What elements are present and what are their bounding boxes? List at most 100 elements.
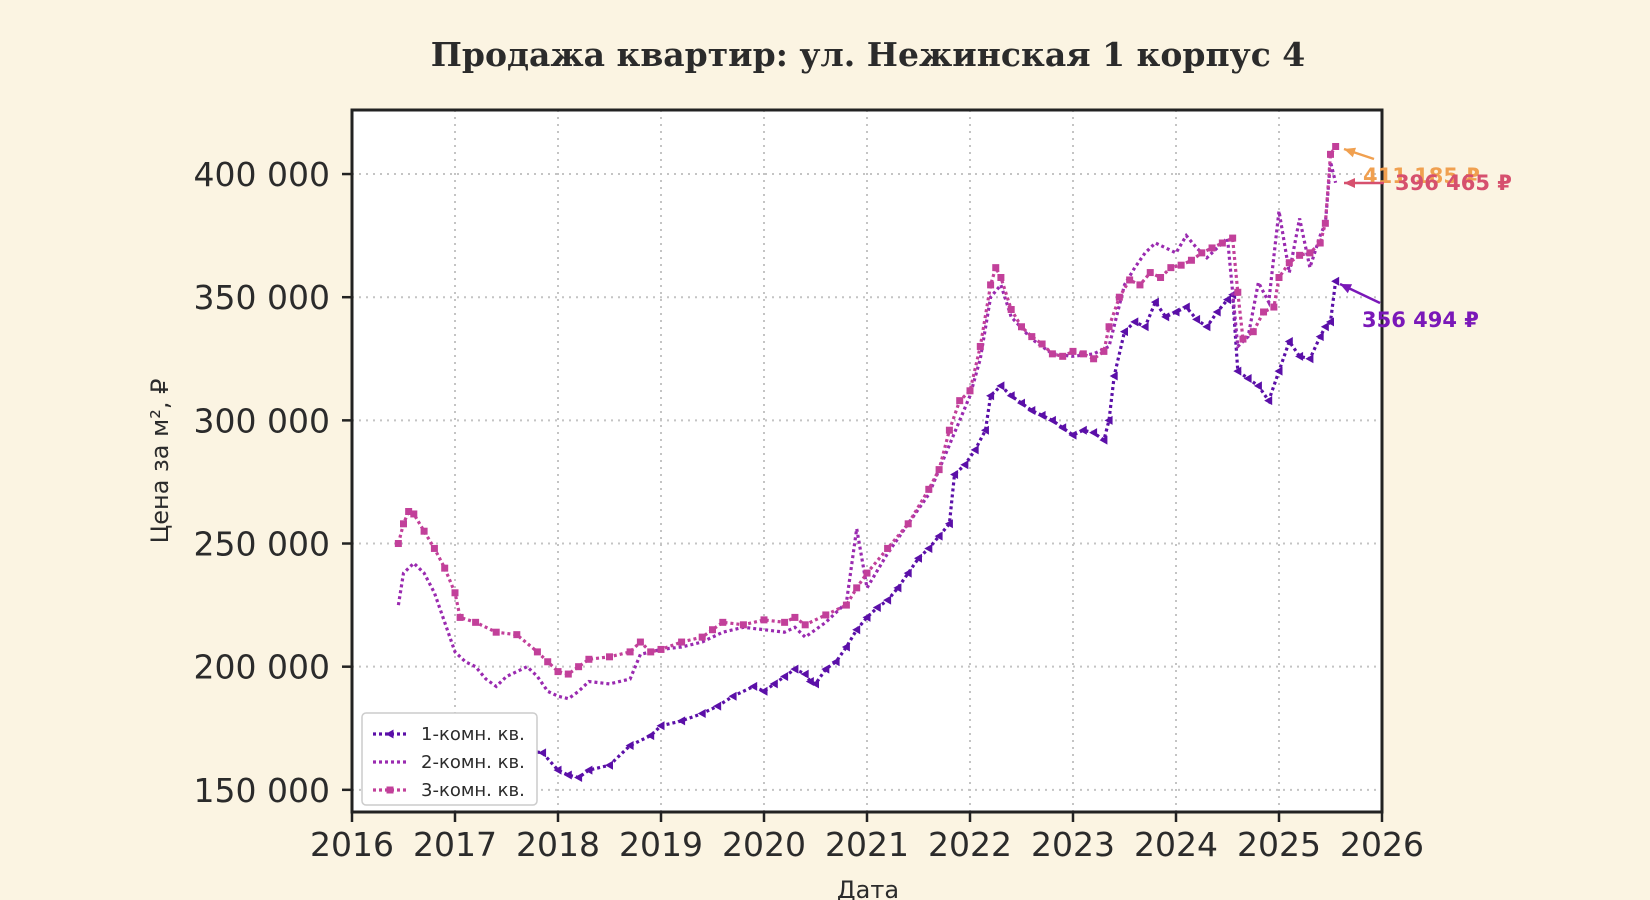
chart-title: Продажа квартир: ул. Нежинская 1 корпус … bbox=[431, 35, 1306, 74]
data-point bbox=[1285, 259, 1293, 267]
data-point bbox=[1136, 281, 1144, 289]
data-point bbox=[1264, 396, 1273, 406]
data-point bbox=[657, 645, 665, 653]
x-tick-label: 2023 bbox=[1031, 825, 1115, 864]
data-point bbox=[997, 273, 1005, 281]
data-point bbox=[1120, 327, 1128, 337]
data-point bbox=[636, 638, 644, 646]
data-point bbox=[1229, 234, 1237, 242]
data-point bbox=[1321, 219, 1329, 227]
data-point bbox=[538, 748, 547, 758]
data-point bbox=[646, 731, 655, 741]
x-tick-label: 2016 bbox=[310, 825, 394, 864]
data-point bbox=[1202, 322, 1211, 332]
data-point bbox=[625, 740, 634, 750]
data-point bbox=[719, 618, 727, 626]
annotation-arrowhead bbox=[1340, 284, 1353, 294]
data-point bbox=[574, 773, 583, 783]
data-point bbox=[451, 589, 459, 597]
data-point bbox=[800, 669, 809, 679]
data-point bbox=[709, 626, 716, 634]
data-point bbox=[544, 658, 552, 666]
data-point bbox=[386, 786, 394, 794]
annotations: 411 185 ₽396 465 ₽356 494 ₽ bbox=[1339, 147, 1512, 332]
data-point bbox=[1192, 314, 1201, 324]
data-point bbox=[1018, 323, 1025, 331]
data-point bbox=[1284, 337, 1293, 347]
data-point bbox=[862, 612, 871, 622]
data-point bbox=[822, 611, 830, 619]
data-point bbox=[883, 595, 892, 605]
data-point bbox=[1223, 295, 1231, 305]
data-point bbox=[781, 618, 789, 626]
data-point bbox=[513, 631, 521, 639]
data-point bbox=[563, 770, 572, 780]
data-point bbox=[976, 342, 984, 350]
data-point bbox=[1006, 391, 1015, 401]
data-point bbox=[1306, 249, 1314, 257]
data-point bbox=[872, 603, 881, 613]
data-point bbox=[1130, 317, 1139, 327]
data-point bbox=[1305, 354, 1314, 364]
data-point bbox=[575, 663, 583, 671]
data-point bbox=[769, 679, 778, 689]
data-point bbox=[821, 664, 830, 674]
data-point bbox=[1198, 249, 1206, 257]
x-axis-label: Дата bbox=[837, 876, 899, 900]
data-point bbox=[533, 648, 541, 656]
data-point bbox=[1078, 425, 1087, 435]
data-point bbox=[394, 540, 402, 548]
data-point bbox=[584, 765, 593, 775]
data-point bbox=[992, 264, 1000, 272]
data-point bbox=[472, 618, 480, 626]
data-point bbox=[1233, 366, 1242, 376]
data-point bbox=[1296, 251, 1304, 259]
data-point bbox=[1177, 261, 1185, 269]
data-point bbox=[1047, 415, 1056, 425]
data-point bbox=[1161, 312, 1170, 322]
data-point bbox=[853, 584, 861, 592]
data-point bbox=[1171, 307, 1180, 317]
legend-item: 2-комн. кв. bbox=[373, 752, 525, 773]
legend-label: 2-комн. кв. bbox=[421, 752, 525, 773]
data-point bbox=[1048, 350, 1056, 358]
data-point bbox=[1100, 347, 1108, 355]
annotation-label: 356 494 ₽ bbox=[1362, 308, 1479, 332]
data-point bbox=[1157, 273, 1165, 281]
x-tick-label: 2024 bbox=[1134, 825, 1218, 864]
data-point bbox=[811, 679, 819, 689]
data-point bbox=[1331, 276, 1340, 286]
data-point bbox=[1249, 328, 1257, 336]
data-point bbox=[1239, 335, 1247, 343]
data-point bbox=[790, 664, 799, 674]
data-point bbox=[863, 569, 871, 577]
data-point bbox=[1140, 322, 1149, 332]
data-point bbox=[831, 657, 840, 667]
data-point bbox=[553, 765, 562, 775]
data-point bbox=[605, 760, 613, 770]
data-point bbox=[1007, 306, 1015, 314]
y-tick-label: 300 000 bbox=[194, 401, 330, 440]
data-point bbox=[1079, 350, 1087, 358]
data-point bbox=[492, 628, 500, 636]
series-layer bbox=[388, 142, 1340, 783]
data-point bbox=[935, 466, 943, 474]
data-point bbox=[980, 425, 989, 435]
data-point bbox=[1058, 423, 1067, 433]
data-point bbox=[791, 613, 799, 621]
data-point bbox=[1090, 355, 1098, 363]
data-point bbox=[841, 642, 850, 652]
data-point bbox=[760, 616, 768, 624]
data-point bbox=[759, 686, 768, 696]
x-tick-label: 2018 bbox=[516, 825, 600, 864]
data-point bbox=[713, 701, 722, 711]
data-point bbox=[914, 553, 922, 563]
data-point bbox=[1295, 351, 1304, 361]
data-point bbox=[626, 648, 634, 656]
data-point bbox=[564, 670, 572, 678]
x-tick-label: 2019 bbox=[619, 825, 703, 864]
data-point bbox=[780, 672, 789, 682]
x-tick-label: 2021 bbox=[825, 825, 909, 864]
data-point bbox=[934, 531, 943, 541]
